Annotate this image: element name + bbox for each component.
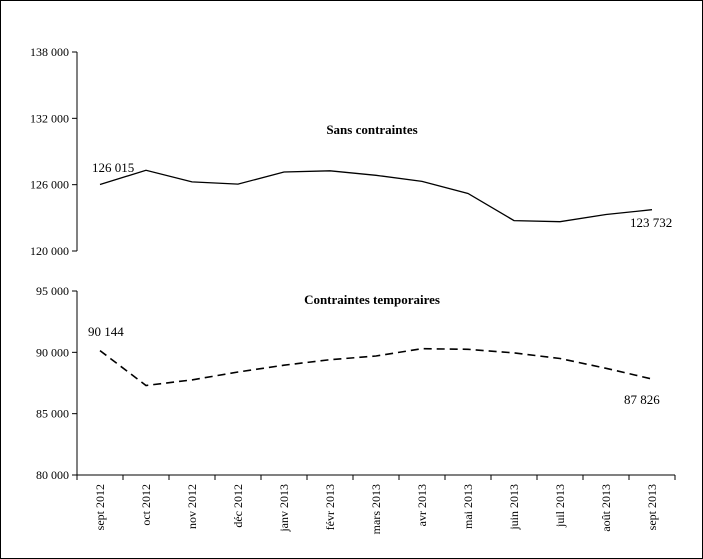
y-tick-label-top-2: 132 000 (30, 111, 69, 125)
x-tick-label-6: mars 2013 (369, 484, 383, 534)
y-tick-label-top-3: 138 000 (30, 45, 69, 59)
data-label-top-end: 123 732 (630, 215, 672, 230)
x-tick-label-4: janv 2013 (277, 484, 291, 533)
data-label-bottom-start: 90 144 (88, 324, 124, 339)
x-tick-label-8: mai 2013 (461, 484, 475, 529)
y-tick-label-top-1: 126 000 (30, 178, 69, 192)
x-tick-label-0: sept 2012 (93, 484, 107, 530)
series-line-sans-contraintes (99, 169, 653, 223)
y-tick-label-bottom-2: 90 000 (36, 345, 69, 359)
x-tick-label-9: juin 2013 (507, 484, 521, 531)
x-tick-label-10: juil 2013 (553, 484, 567, 528)
y-tick-label-bottom-3: 95 000 (36, 284, 69, 298)
x-ticks: sept 2012 oct 2012 nov 2012 déc 2012 janv 20… (76, 475, 676, 534)
y-tick-label-top-0: 120 000 (30, 244, 69, 258)
panel-title-top: Sans contraintes (326, 122, 417, 137)
data-label-top-start: 126 015 (92, 160, 134, 175)
panel-title-bottom: Contraintes temporaires (304, 292, 440, 307)
x-tick-label-11: août 2013 (599, 484, 613, 532)
y-ticks-bottom: 80 000 85 000 90 000 95 000 (36, 284, 77, 482)
x-tick-label-5: févr 2013 (323, 484, 337, 530)
y-tick-label-bottom-1: 85 000 (36, 407, 69, 421)
x-tick-label-1: oct 2012 (139, 484, 153, 526)
data-label-bottom-end: 87 826 (624, 392, 660, 407)
x-tick-label-3: déc 2012 (231, 484, 245, 528)
y-tick-label-bottom-0: 80 000 (36, 468, 69, 482)
x-tick-label-7: avr 2013 (415, 484, 429, 526)
series-line-contraintes-temporaires (99, 347, 653, 387)
y-ticks-top: 120 000 126 000 132 000 138 000 (30, 45, 77, 258)
x-tick-label-2: nov 2012 (185, 484, 199, 529)
x-tick-label-12: sept 2013 (645, 484, 659, 530)
